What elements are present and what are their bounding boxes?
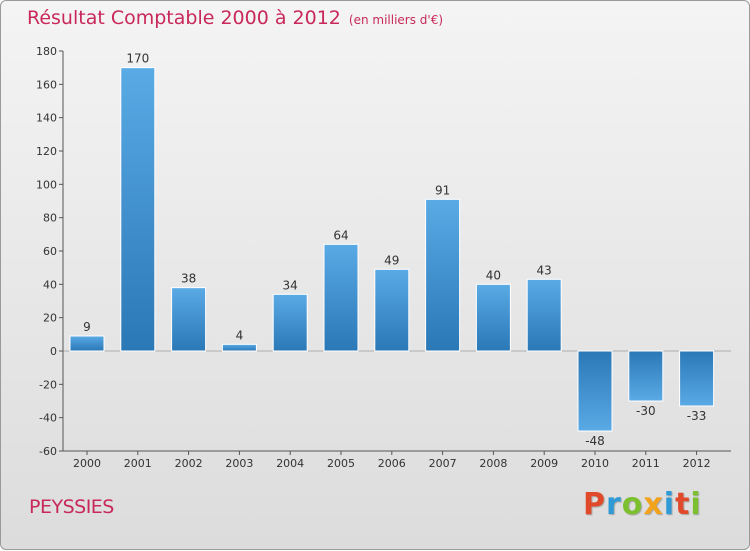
bar [120, 67, 156, 352]
y-tick-label: 120 [36, 145, 57, 158]
bar [679, 350, 715, 407]
y-tick-label: 100 [36, 178, 57, 191]
data-label: 4 [236, 328, 244, 342]
data-label: 91 [435, 183, 450, 197]
bar [374, 268, 410, 352]
data-label: 170 [126, 52, 149, 66]
x-tick-label: 2004 [276, 457, 304, 470]
logo-letter: x [643, 487, 664, 522]
data-label: 34 [283, 278, 298, 292]
chart-title: Résultat Comptable 2000 à 2012 (en millie… [27, 7, 443, 29]
bar [221, 343, 257, 352]
x-tick-label: 2000 [73, 457, 101, 470]
x-tick-label: 2011 [632, 457, 660, 470]
data-label: 40 [486, 268, 501, 282]
y-tick-label: 80 [43, 212, 57, 225]
data-label: -48 [585, 434, 605, 448]
y-tick-label: 20 [43, 312, 57, 325]
y-tick-label: -40 [39, 412, 57, 425]
data-label: 49 [384, 253, 399, 267]
y-tick-label: 40 [43, 278, 57, 291]
logo-letter: r [606, 487, 622, 522]
data-label: -33 [687, 409, 707, 423]
logo-letter: P [583, 487, 606, 522]
bar [577, 350, 613, 432]
x-tick-label: 2006 [378, 457, 406, 470]
bar [69, 335, 105, 352]
bar [323, 243, 359, 352]
commune-name: PEYSSIES [29, 496, 114, 518]
x-tick-label: 2010 [581, 457, 609, 470]
data-label: 9 [83, 320, 91, 334]
x-tick-label: 2009 [530, 457, 558, 470]
bar [272, 293, 308, 352]
x-tick-label: 2007 [429, 457, 457, 470]
x-tick-label: 2012 [683, 457, 711, 470]
x-tick-label: 2005 [327, 457, 355, 470]
x-tick-label: 2001 [124, 457, 152, 470]
data-label: 43 [537, 263, 552, 277]
chart-title-text: Résultat Comptable 2000 à 2012 [27, 7, 341, 29]
y-tick-label: 180 [36, 45, 57, 58]
y-tick-label: 160 [36, 78, 57, 91]
data-label: 64 [333, 228, 348, 242]
logo-letter: o [621, 487, 644, 522]
y-tick-label: 140 [36, 112, 57, 125]
y-tick-label: -20 [39, 378, 57, 391]
bar [475, 283, 511, 352]
bar [425, 198, 461, 352]
chart-subtitle: (en milliers d'€) [348, 13, 444, 27]
x-tick-label: 2008 [479, 457, 507, 470]
proxiti-logo: Proxiti [583, 487, 702, 522]
data-label: -30 [636, 404, 656, 418]
data-label: 38 [181, 272, 196, 286]
y-tick-label: 60 [43, 245, 57, 258]
y-tick-label: -60 [39, 445, 57, 458]
bar [526, 278, 562, 352]
logo-letter: t [675, 487, 691, 522]
logo-letter: i [663, 487, 676, 522]
bar [171, 287, 207, 352]
x-tick-label: 2003 [225, 457, 253, 470]
y-tick-label: 0 [50, 345, 57, 358]
x-tick-label: 2002 [175, 457, 203, 470]
logo-letter: i [690, 487, 702, 522]
bar [628, 350, 664, 402]
